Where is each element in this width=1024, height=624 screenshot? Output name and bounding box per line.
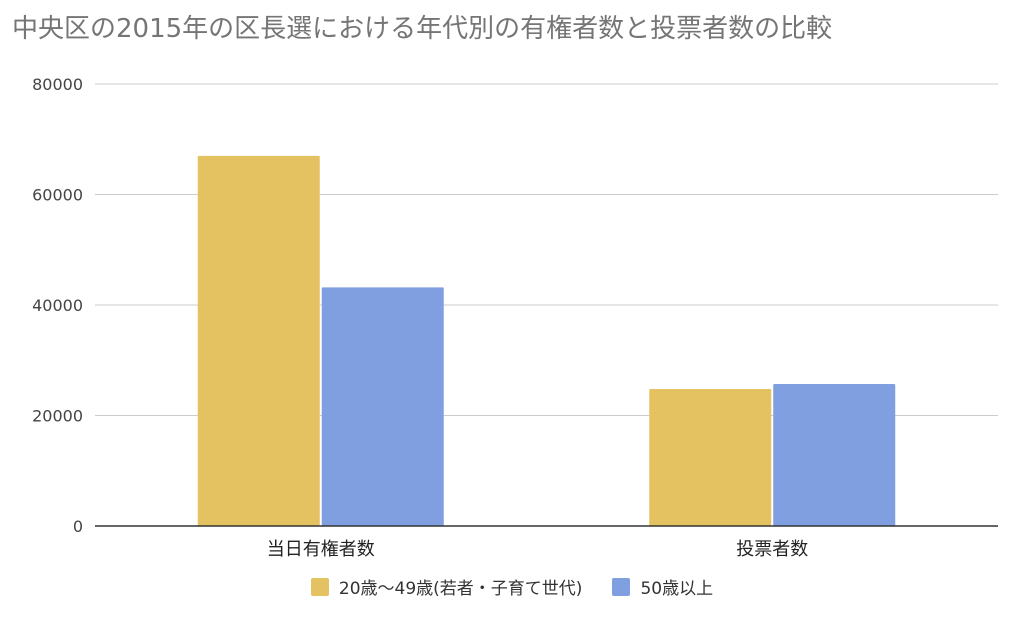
chart-title: 中央区の2015年の区長選における年代別の有権者数と投票者数の比較 xyxy=(12,14,833,44)
bar-1-2 xyxy=(649,388,772,526)
bars xyxy=(197,155,896,526)
x-category-label: 投票者数 xyxy=(736,539,808,560)
y-tick-label: 40000 xyxy=(32,296,83,315)
y-tick-label: 0 xyxy=(73,517,83,536)
legend-swatch-series-2 xyxy=(612,577,631,596)
legend-swatch-series-1 xyxy=(310,577,329,596)
bar-1-1 xyxy=(197,155,320,526)
y-tick-label: 60000 xyxy=(32,186,83,205)
bar-2-1 xyxy=(321,287,444,526)
x-category-label: 当日有権者数 xyxy=(267,539,375,560)
axes: 0 20000 40000 60000 80000 当日有権者数 投票者数 xyxy=(32,75,998,560)
legend-item-series-1: 20歳〜49歳(若者・子育て世代) xyxy=(310,574,583,599)
y-tick-label: 20000 xyxy=(32,407,83,426)
legend-item-series-2: 50歳以上 xyxy=(612,574,713,599)
legend: 20歳〜49歳(若者・子育て世代) 50歳以上 xyxy=(0,574,1024,599)
bar-2-2 xyxy=(773,384,896,526)
legend-label-series-2: 50歳以上 xyxy=(640,579,714,599)
y-tick-label: 80000 xyxy=(32,75,83,94)
legend-label-series-1: 20歳〜49歳(若者・子育て世代) xyxy=(338,579,583,599)
